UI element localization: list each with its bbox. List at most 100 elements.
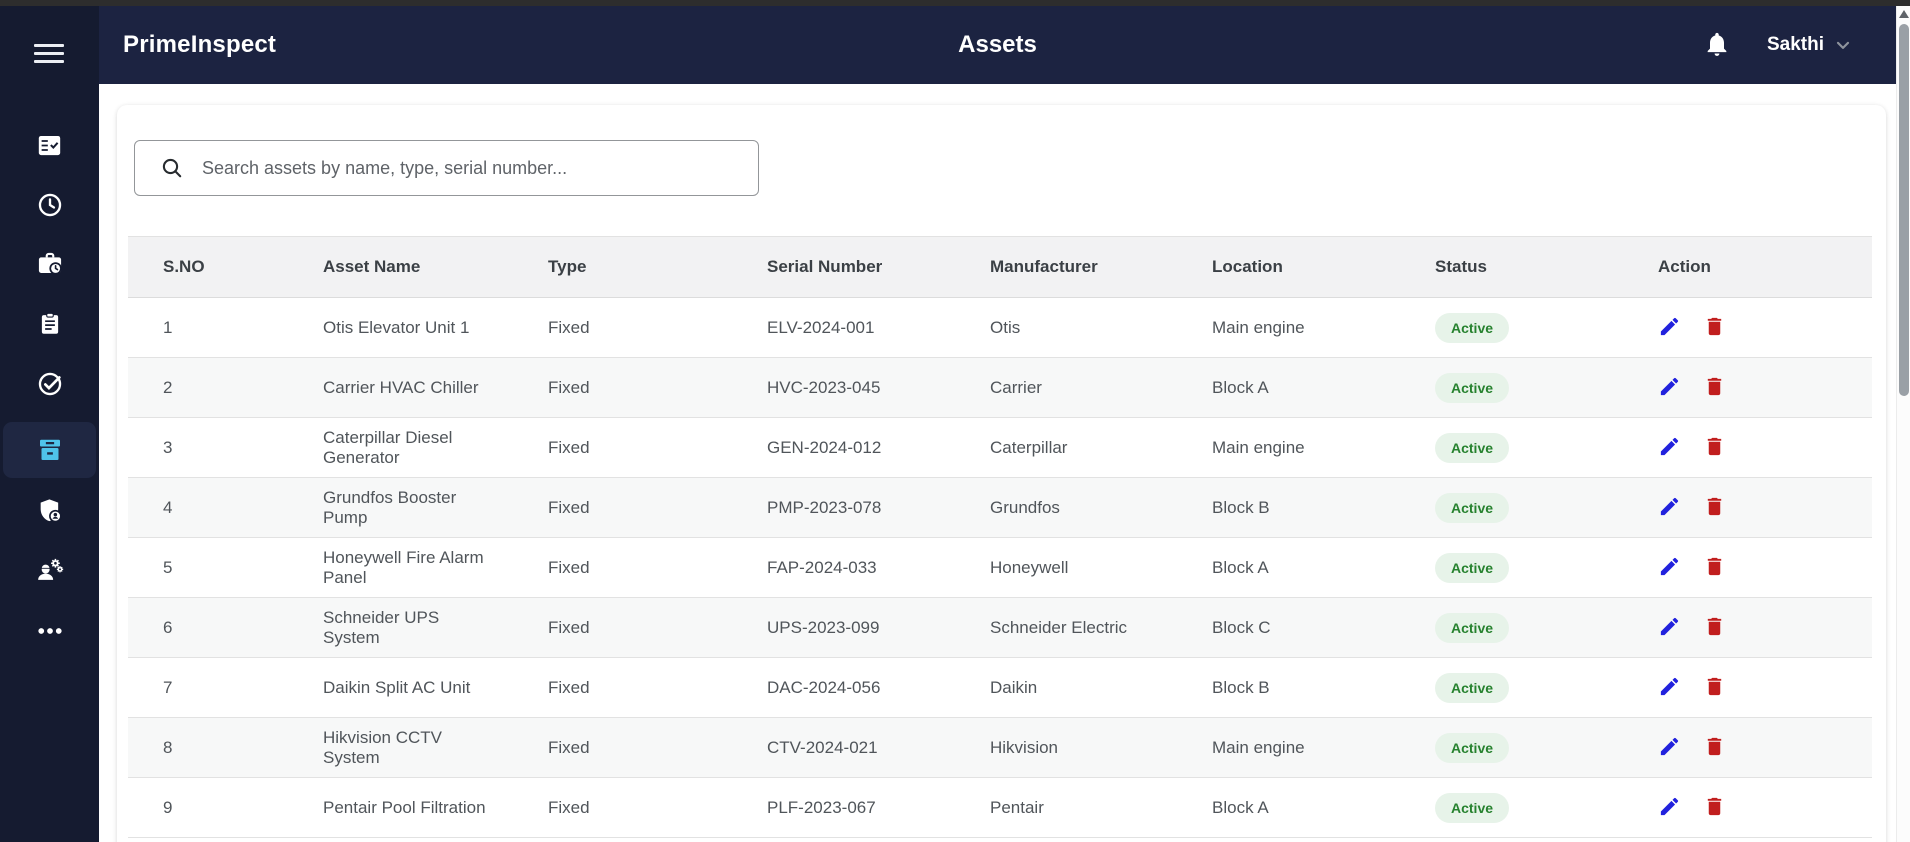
sidebar-item-completed[interactable] <box>0 356 99 412</box>
delete-button[interactable] <box>1703 795 1726 821</box>
cell-action <box>1623 657 1872 718</box>
sidebar-item-inspections[interactable] <box>0 117 99 173</box>
cell-location: Block A <box>1177 777 1400 838</box>
menu-toggle-button[interactable] <box>34 44 64 63</box>
edit-pencil-icon <box>1660 797 1679 815</box>
cell-sno: 5 <box>128 537 288 598</box>
cell-status: Active <box>1400 537 1623 598</box>
sidebar-item-engineers[interactable] <box>0 542 99 598</box>
delete-button[interactable] <box>1703 615 1726 641</box>
delete-trash-icon <box>1707 617 1721 635</box>
cell-manufacturer: Grundfos <box>955 477 1177 538</box>
assets-card: S.NO Asset Name Type Serial Number Manuf… <box>117 105 1886 842</box>
vertical-scrollbar[interactable] <box>1896 6 1910 842</box>
sidebar-item-admin[interactable] <box>0 483 99 539</box>
edit-pencil-icon <box>1660 677 1679 695</box>
scroll-up-arrow-icon[interactable] <box>1899 10 1909 18</box>
cell-asset-name: Carrier HVAC Chiller <box>288 357 513 418</box>
col-header-type: Type <box>513 236 732 298</box>
col-header-manufacturer: Manufacturer <box>955 236 1177 298</box>
cell-type: Fixed <box>513 477 732 538</box>
cell-manufacturer: Honeywell <box>955 537 1177 598</box>
edit-button[interactable] <box>1658 495 1681 521</box>
cell-type: Fixed <box>513 777 732 838</box>
cell-action <box>1623 777 1872 838</box>
edit-button[interactable] <box>1658 795 1681 821</box>
status-badge: Active <box>1435 372 1510 403</box>
cell-asset-name: Grundfos Booster Pump <box>288 477 513 538</box>
cell-serial: FAP-2024-033 <box>732 537 955 598</box>
edit-pencil-icon <box>1660 737 1679 755</box>
cell-serial: PMP-2023-078 <box>732 477 955 538</box>
edit-button[interactable] <box>1658 675 1681 701</box>
delete-button[interactable] <box>1703 435 1726 461</box>
delete-button[interactable] <box>1703 675 1726 701</box>
status-badge: Active <box>1435 432 1510 463</box>
cell-action <box>1623 357 1872 418</box>
cell-location: Block A <box>1177 537 1400 598</box>
delete-trash-icon <box>1707 797 1721 815</box>
search-input[interactable] <box>202 141 748 195</box>
engineer-icon <box>38 558 64 580</box>
edit-button[interactable] <box>1658 435 1681 461</box>
edit-pencil-icon <box>1660 377 1679 395</box>
cell-manufacturer: Pentair <box>955 777 1177 838</box>
user-menu-button[interactable]: Sakthi <box>1767 34 1853 56</box>
search-box <box>134 140 759 196</box>
task-check-icon <box>38 372 61 396</box>
cell-status: Active <box>1400 357 1623 418</box>
edit-button[interactable] <box>1658 555 1681 581</box>
fact-check-icon <box>38 135 61 155</box>
cell-type: Fixed <box>513 417 732 478</box>
page-title: Assets <box>958 31 1037 58</box>
cell-status: Active <box>1400 777 1623 838</box>
table-row: 8 Hikvision CCTV System Fixed CTV-2024-0… <box>128 717 1872 778</box>
edit-pencil-icon <box>1660 557 1679 575</box>
sidebar-item-assets[interactable] <box>3 422 96 478</box>
top-navbar: PrimeInspect Assets Sakthi <box>99 6 1896 84</box>
cell-sno: 6 <box>128 597 288 658</box>
edit-button[interactable] <box>1658 735 1681 761</box>
delete-button[interactable] <box>1703 315 1726 341</box>
status-badge: Active <box>1435 312 1510 343</box>
cell-serial: CTV-2024-021 <box>732 717 955 778</box>
scrollbar-thumb[interactable] <box>1899 24 1909 396</box>
sidebar-item-history[interactable] <box>0 177 99 233</box>
table-row: 9 Pentair Pool Filtration Fixed PLF-2023… <box>128 777 1872 838</box>
table-row: 3 Caterpillar Diesel Generator Fixed GEN… <box>128 417 1872 478</box>
chevron-down-icon <box>1836 41 1850 50</box>
notifications-button[interactable] <box>1700 28 1734 62</box>
main-content: S.NO Asset Name Type Serial Number Manuf… <box>99 84 1910 842</box>
cell-manufacturer: Schneider Electric <box>955 597 1177 658</box>
bell-icon <box>1707 32 1727 56</box>
edit-pencil-icon <box>1660 317 1679 335</box>
cell-serial: ELV-2024-001 <box>732 297 955 358</box>
delete-button[interactable] <box>1703 495 1726 521</box>
delete-trash-icon <box>1707 737 1721 755</box>
cell-type: Fixed <box>513 597 732 658</box>
delete-trash-icon <box>1707 497 1721 515</box>
edit-button[interactable] <box>1658 315 1681 341</box>
edit-button[interactable] <box>1658 375 1681 401</box>
status-badge: Active <box>1435 672 1510 703</box>
cell-action <box>1623 477 1872 538</box>
delete-button[interactable] <box>1703 375 1726 401</box>
sidebar <box>0 6 99 842</box>
inventory-box-icon <box>39 439 60 460</box>
table-row: 2 Carrier HVAC Chiller Fixed HVC-2023-04… <box>128 357 1872 418</box>
delete-button[interactable] <box>1703 735 1726 761</box>
clock-icon <box>38 193 61 217</box>
delete-button[interactable] <box>1703 555 1726 581</box>
col-header-serial: Serial Number <box>732 236 955 298</box>
sidebar-item-tasks[interactable] <box>0 296 99 352</box>
edit-button[interactable] <box>1658 615 1681 641</box>
status-badge: Active <box>1435 612 1510 643</box>
table-header-row: S.NO Asset Name Type Serial Number Manuf… <box>128 236 1872 298</box>
sidebar-item-work-history[interactable] <box>0 236 99 292</box>
app-brand: PrimeInspect <box>123 31 277 58</box>
cell-serial: DAC-2024-056 <box>732 657 955 718</box>
cell-location: Block B <box>1177 477 1400 538</box>
sidebar-item-more[interactable] <box>0 603 99 659</box>
cell-type: Fixed <box>513 717 732 778</box>
cell-action <box>1623 717 1872 778</box>
